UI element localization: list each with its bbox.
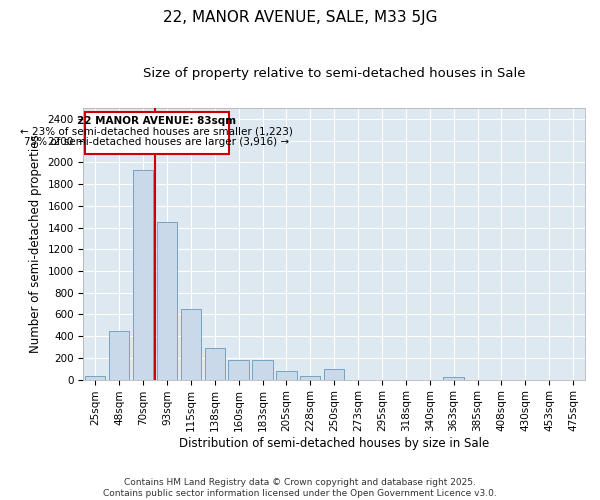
Bar [443,378,464,380]
Text: 22, MANOR AVENUE, SALE, M33 5JG: 22, MANOR AVENUE, SALE, M33 5JG [163,10,437,25]
Bar [85,376,106,380]
Bar [109,330,130,380]
X-axis label: Distribution of semi-detached houses by size in Sale: Distribution of semi-detached houses by … [179,437,489,450]
Text: 75% of semi-detached houses are larger (3,916) →: 75% of semi-detached houses are larger (… [24,137,289,147]
Bar [133,170,153,380]
Title: Size of property relative to semi-detached houses in Sale: Size of property relative to semi-detach… [143,68,526,80]
Bar [253,360,272,380]
Bar [205,348,225,380]
Bar [157,222,177,380]
Text: ← 23% of semi-detached houses are smaller (1,223): ← 23% of semi-detached houses are smalle… [20,126,293,136]
Bar [181,309,201,380]
Bar [324,368,344,380]
Text: 22 MANOR AVENUE: 83sqm: 22 MANOR AVENUE: 83sqm [77,116,236,126]
Bar [300,376,320,380]
Bar [229,360,249,380]
Text: Contains HM Land Registry data © Crown copyright and database right 2025.
Contai: Contains HM Land Registry data © Crown c… [103,478,497,498]
Bar [276,371,296,380]
Bar [85,112,229,154]
Y-axis label: Number of semi-detached properties: Number of semi-detached properties [29,134,42,353]
